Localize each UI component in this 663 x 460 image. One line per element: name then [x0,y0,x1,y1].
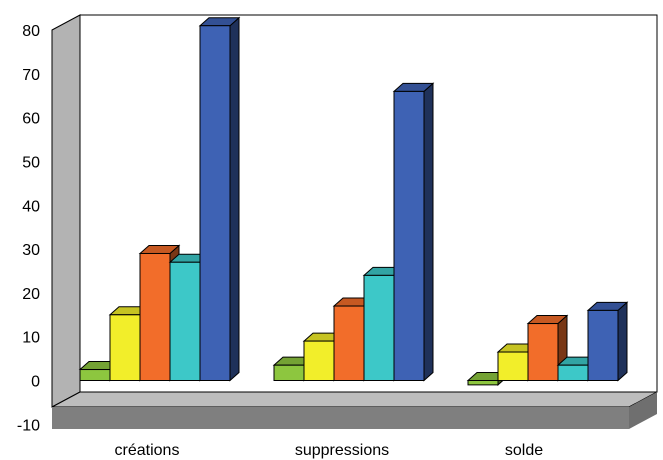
bar [198,16,241,382]
category-label: solde [505,442,543,459]
y-tick-label: 10 [22,330,40,347]
y-tick-label: 30 [22,242,40,259]
y-tick-label: 80 [22,23,40,40]
floor-base-edge [629,392,657,429]
category-labels: créations suppressions solde [115,442,544,459]
bar-front [393,90,425,381]
bar-front [169,261,201,381]
category-label: suppressions [295,442,389,459]
bar-front [303,340,335,381]
floor-base [52,407,629,429]
bar-side [229,16,240,382]
side-wall [51,14,81,408]
y-tick-label: 0 [31,374,40,391]
floor [51,391,658,408]
y-tick-label: 20 [22,286,40,303]
bar-front [79,369,111,381]
y-tick-label: 70 [22,67,40,84]
bar-front [109,314,141,381]
bar-front [587,309,619,382]
bar-front [467,380,499,386]
bar [586,301,629,382]
bar-front [139,252,171,381]
bar-front [273,364,305,382]
bar-front [333,305,365,382]
bar-front [199,25,231,381]
y-tick-label: 60 [22,111,40,128]
y-tick-label: 50 [22,155,40,172]
y-tick-label: -10 [17,417,40,434]
y-tick-label: 40 [22,198,40,215]
bars [78,16,629,386]
bar-side [617,301,628,382]
bar-side [423,82,434,382]
bar-front [363,274,395,382]
bar-front [557,364,589,382]
bar-front [497,351,529,381]
bar [392,82,435,382]
y-axis-ticks: 80 70 60 50 40 30 20 10 0 -10 [17,23,40,434]
bar-front [527,323,559,381]
category-label: créations [115,442,180,459]
